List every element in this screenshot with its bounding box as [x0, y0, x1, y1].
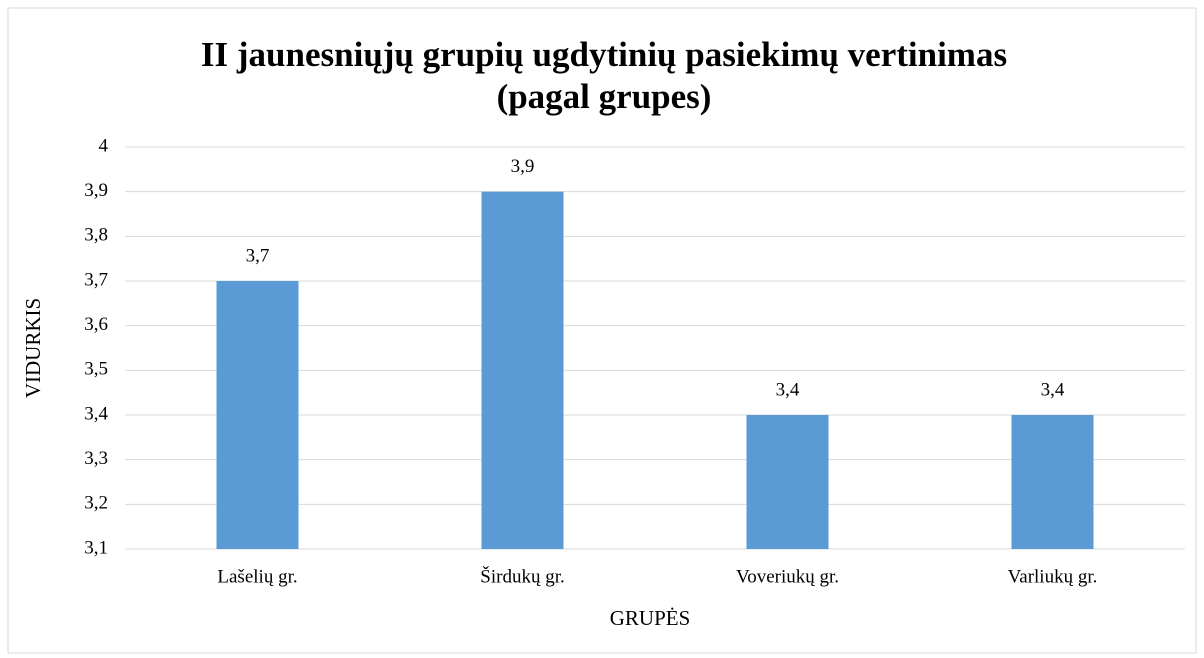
x-axis-title: GRUPĖS — [610, 606, 691, 630]
y-tick-label: 3,3 — [84, 448, 108, 469]
data-label: 3,7 — [246, 245, 270, 266]
y-tick-label: 3,4 — [84, 403, 108, 424]
data-label: 3,4 — [1041, 379, 1065, 400]
y-tick-label: 4 — [99, 135, 109, 156]
chart-title: (pagal grupes) — [497, 77, 712, 116]
y-tick-label: 3,2 — [84, 493, 108, 514]
y-tick-label: 3,9 — [84, 180, 108, 201]
x-tick-label: Lašelių gr. — [217, 566, 297, 587]
y-tick-label: 3,7 — [84, 269, 108, 290]
x-tick-label: Širdukų gr. — [480, 565, 564, 587]
bar — [216, 281, 299, 549]
y-tick-label: 3,8 — [84, 225, 108, 246]
data-label: 3,4 — [776, 379, 800, 400]
y-tick-label: 3,1 — [84, 537, 108, 558]
y-tick-label: 3,6 — [84, 314, 108, 335]
data-label: 3,9 — [511, 156, 535, 177]
bar — [1011, 415, 1094, 549]
bar — [746, 415, 829, 549]
x-tick-label: Voveriukų gr. — [736, 566, 839, 587]
chart-frame — [7, 7, 1197, 654]
bar — [481, 191, 564, 549]
y-axis-title: VIDURKIS — [21, 298, 45, 398]
chart-title: II jaunesniųjų grupių ugdytinių pasiekim… — [201, 35, 1007, 74]
y-tick-label: 3,5 — [84, 359, 108, 380]
x-tick-label: Varliukų gr. — [1008, 566, 1098, 587]
